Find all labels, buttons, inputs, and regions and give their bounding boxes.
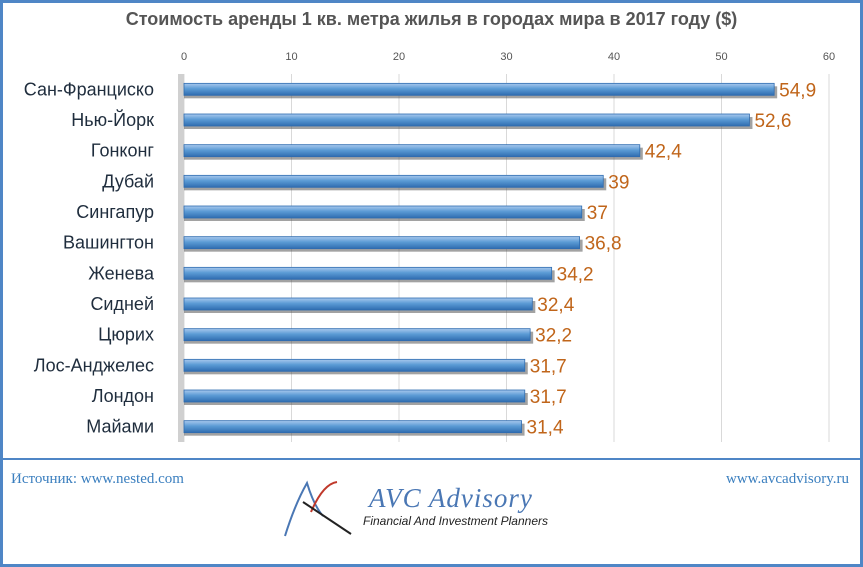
logo-name: AVC Advisory	[369, 483, 533, 513]
bar	[183, 144, 641, 158]
value-label: 32,2	[535, 326, 572, 347]
logo-mark-icon	[284, 480, 352, 537]
site-link[interactable]: www.avcadvisory.ru	[725, 471, 849, 487]
value-label: 31,7	[530, 387, 567, 408]
value-label: 52,6	[754, 111, 791, 132]
x-tick-label: 30	[500, 51, 512, 63]
value-label: 54,9	[779, 80, 816, 101]
avc-advisory-logo: AVC Advisory Financial And Investment Pl…	[281, 478, 591, 540]
category-label: Цюрих	[98, 325, 154, 345]
bar	[183, 420, 522, 434]
logo-tagline: Financial And Investment Planners	[363, 514, 548, 528]
bar	[183, 389, 526, 403]
category-label: Дубай	[102, 171, 154, 191]
bar	[183, 205, 583, 219]
x-tick-label: 40	[608, 51, 620, 63]
value-label: 36,8	[585, 234, 622, 255]
category-label: Женева	[88, 263, 155, 283]
category-label: Лондон	[92, 386, 154, 406]
category-label: Лос-Анджелес	[34, 355, 154, 375]
value-label: 34,2	[557, 264, 594, 285]
category-label: Вашингтон	[63, 233, 154, 253]
category-label: Нью-Йорк	[71, 109, 154, 130]
bar	[183, 328, 531, 342]
x-tick-label: 0	[181, 51, 187, 63]
value-label: 31,7	[530, 356, 567, 377]
value-label: 32,4	[537, 295, 574, 316]
bar	[183, 266, 553, 280]
bar	[183, 82, 775, 96]
source-text: Источник: www.nested.com	[11, 471, 184, 487]
bar	[183, 236, 581, 250]
bar	[183, 358, 526, 372]
x-tick-label: 10	[285, 51, 297, 63]
category-axis	[178, 74, 184, 442]
category-label: Сидней	[90, 294, 154, 314]
category-label: Гонконг	[91, 141, 155, 161]
bar	[183, 297, 533, 311]
bar	[183, 113, 750, 127]
x-tick-label: 60	[823, 51, 835, 63]
value-label: 37	[587, 203, 608, 224]
category-label: Сингапур	[76, 202, 154, 222]
x-tick-label: 50	[715, 51, 727, 63]
x-tick-label: 20	[393, 51, 405, 63]
category-label: Сан-Франциско	[24, 79, 154, 99]
value-label: 31,4	[527, 418, 564, 439]
footer-divider	[3, 458, 860, 460]
bar	[183, 174, 604, 188]
value-label: 39	[608, 172, 629, 193]
value-label: 42,4	[645, 142, 682, 163]
chart-title: Стоимость аренды 1 кв. метра жилья в гор…	[125, 9, 738, 29]
bar-chart: 0 10 20 30 40 50 60 Сан-Франциско 54,9 Нью-Йорк 5…	[24, 51, 835, 442]
category-label: Майами	[86, 417, 154, 437]
